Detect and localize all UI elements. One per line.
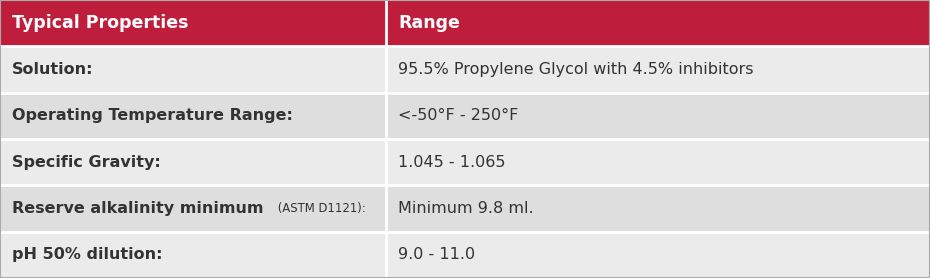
Bar: [0, 139, 386, 185]
Text: Reserve alkalinity minimum: Reserve alkalinity minimum: [12, 201, 263, 216]
Bar: [386, 232, 930, 278]
Text: Specific Gravity:: Specific Gravity:: [12, 155, 161, 170]
Text: 95.5% Propylene Glycol with 4.5% inhibitors: 95.5% Propylene Glycol with 4.5% inhibit…: [398, 62, 753, 77]
Text: (ASTM D1121):: (ASTM D1121):: [274, 202, 366, 215]
Bar: [0, 0, 386, 46]
Bar: [0, 232, 386, 278]
Text: Range: Range: [398, 14, 460, 32]
Text: 9.0 - 11.0: 9.0 - 11.0: [398, 247, 475, 262]
Bar: [0, 93, 386, 139]
Bar: [386, 46, 930, 93]
Bar: [386, 139, 930, 185]
Text: Typical Properties: Typical Properties: [12, 14, 189, 32]
Text: Operating Temperature Range:: Operating Temperature Range:: [12, 108, 293, 123]
Bar: [386, 93, 930, 139]
Bar: [386, 185, 930, 232]
Text: pH 50% dilution:: pH 50% dilution:: [12, 247, 163, 262]
Text: 1.045 - 1.065: 1.045 - 1.065: [398, 155, 506, 170]
Text: Solution:: Solution:: [12, 62, 94, 77]
Text: <-50°F - 250°F: <-50°F - 250°F: [398, 108, 518, 123]
Text: Minimum 9.8 ml.: Minimum 9.8 ml.: [398, 201, 534, 216]
Bar: [0, 185, 386, 232]
Bar: [386, 0, 930, 46]
Bar: [0, 46, 386, 93]
